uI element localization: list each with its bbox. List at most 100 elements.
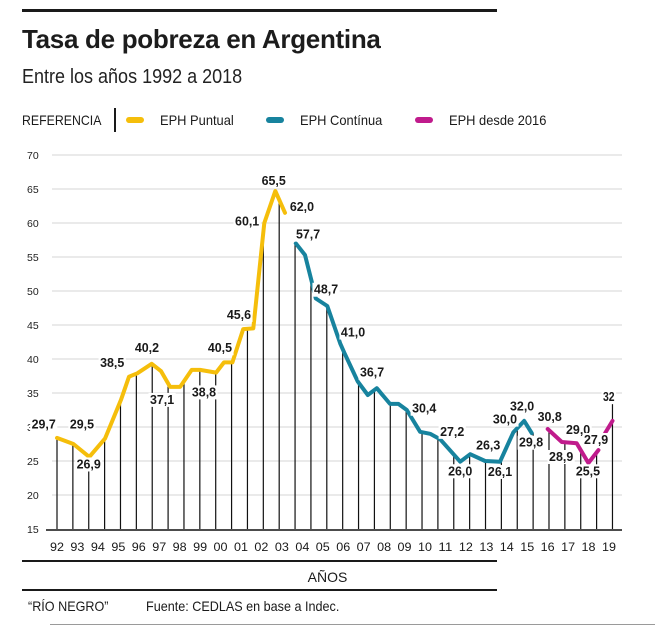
data-label-bg xyxy=(574,464,602,479)
y-tick-label: 60 xyxy=(27,218,39,230)
x-tick-label: 17 xyxy=(561,540,575,554)
data-label: 48,7 xyxy=(314,282,338,297)
data-label-bg xyxy=(294,227,322,242)
legend-item-eph-continua: EPH Contínua xyxy=(265,112,390,128)
y-tick-label: 35 xyxy=(27,388,39,400)
data-label-bg xyxy=(190,385,218,400)
y-tick-label: 15 xyxy=(27,524,39,536)
x-tick-label: 07 xyxy=(357,540,371,554)
chart-title: Tasa de pobreza en Argentina xyxy=(22,24,381,54)
data-label: 27,2 xyxy=(440,424,464,439)
footer-credit: “RÍO NEGRO” xyxy=(28,598,109,614)
x-tick-label: 93 xyxy=(70,540,84,554)
data-label: 28,9 xyxy=(549,449,573,464)
data-label-bg xyxy=(358,365,386,380)
y-tick-label: 20 xyxy=(27,490,39,502)
data-label: 29,7 xyxy=(32,416,56,431)
x-tick-label: 08 xyxy=(377,540,391,554)
x-tick-label: 95 xyxy=(111,540,125,554)
y-tick-label: 65 xyxy=(27,184,39,196)
x-tick-label: 04 xyxy=(295,540,309,554)
data-label-bg xyxy=(601,390,617,405)
top-rule xyxy=(22,9,497,12)
data-label-bg xyxy=(410,401,438,416)
data-label-bg xyxy=(133,341,161,356)
data-label-bg xyxy=(446,464,474,479)
data-label: 45,6 xyxy=(227,307,251,322)
data-label: 38,5 xyxy=(100,355,124,370)
data-label: 27,9 xyxy=(584,432,608,447)
x-axis-title: AÑOS xyxy=(307,569,348,585)
series-line-eph-desde-2016 xyxy=(603,418,615,436)
data-label: 26,9 xyxy=(77,456,101,471)
data-label-bg xyxy=(547,450,575,464)
data-label: 62,0 xyxy=(290,199,314,214)
legend-label: EPH Contínua xyxy=(299,112,383,128)
x-tick-label: 13 xyxy=(479,540,493,554)
data-label: 30,4 xyxy=(412,401,437,416)
x-tick-label: 05 xyxy=(316,540,330,554)
data-label-bg xyxy=(438,424,466,439)
data-label: 29,5 xyxy=(70,416,94,431)
stems xyxy=(56,199,614,529)
legend-item-eph-2016: EPH desde 2016 xyxy=(415,112,555,128)
data-label-bg xyxy=(260,173,288,188)
x-tick-label: 01 xyxy=(234,540,248,554)
x-tick-label: 97 xyxy=(152,540,166,554)
data-label: 30,0 xyxy=(493,412,517,427)
data-label: 26,1 xyxy=(488,464,512,479)
data-label: 40,5 xyxy=(208,340,232,355)
data-label-bg xyxy=(225,307,253,322)
x-tick-label: 15 xyxy=(520,540,534,554)
footer: “RÍO NEGRO” Fuente: CEDLAS en base a Ind… xyxy=(28,598,361,614)
data-label: 26,3 xyxy=(476,437,500,452)
legend-label: EPH desde 2016 xyxy=(449,112,547,128)
data-labels: 29,7 26,9 29,5 38,5 40,2 37,1 38,8 40,5 45,6 60,1… xyxy=(30,173,617,479)
series-line-eph-desde-2016 xyxy=(545,427,601,465)
legend-separator xyxy=(114,108,116,132)
x-tick-label: 10 xyxy=(418,540,432,554)
axis-title-bottom-rule xyxy=(22,589,497,591)
axis-title-top-rule xyxy=(22,560,497,562)
y-tick-label: 45 xyxy=(27,320,39,332)
data-label-bg xyxy=(474,438,502,453)
footer-source: Fuente: CEDLAS en base a Indec. xyxy=(146,598,340,614)
y-tick-label: 25 xyxy=(27,456,39,468)
x-tick-label: 18 xyxy=(582,540,596,554)
data-label: 32,0 xyxy=(510,399,534,414)
data-label-bg xyxy=(536,409,564,424)
data-label-bg xyxy=(582,433,610,447)
x-tick-label: 02 xyxy=(254,540,268,554)
legend-swatch-eph-2016 xyxy=(415,117,434,123)
x-axis-ticks: 92 93 94 95 96 97 98 99 00 01 02 03 04 05 06 07 08 09 10 11… xyxy=(50,540,616,554)
data-label-bg xyxy=(491,412,519,427)
data-label: 38,8 xyxy=(192,384,216,399)
data-label: 36,7 xyxy=(360,365,384,380)
x-tick-label: 99 xyxy=(193,540,207,554)
data-label: 29,8 xyxy=(519,435,543,450)
series-line-eph-cont-nua xyxy=(293,241,534,464)
x-tick-label: 06 xyxy=(336,540,350,554)
x-tick-label: 16 xyxy=(541,540,555,554)
data-label-bg xyxy=(206,341,234,356)
legend-label: EPH Puntual xyxy=(159,112,234,128)
x-tick-label: 92 xyxy=(50,540,64,554)
legend-swatch-eph-continua xyxy=(265,117,284,123)
data-label: 26,0 xyxy=(448,463,472,478)
data-label: 60,1 xyxy=(235,214,259,229)
legend-reference-label: REFERENCIA xyxy=(22,112,102,128)
legend: REFERENCIA EPH Puntual EPH Contínua EPH … xyxy=(22,108,581,132)
bottom-edge xyxy=(50,624,655,625)
x-tick-label: 94 xyxy=(91,540,105,554)
data-label: 40,2 xyxy=(135,340,159,355)
x-tick-label: 03 xyxy=(275,540,289,554)
line-chart: 152025303540455055606570 29,726,929,538,… xyxy=(27,150,622,554)
series-line-eph-puntual xyxy=(55,189,287,459)
data-label: 37,1 xyxy=(150,392,174,407)
data-label-bg xyxy=(339,325,367,340)
x-tick-label: 12 xyxy=(459,540,473,554)
data-label-bg xyxy=(30,417,58,432)
x-tick-label: 11 xyxy=(438,540,452,554)
series-lines xyxy=(55,189,615,465)
x-tick-label: 96 xyxy=(132,540,146,554)
